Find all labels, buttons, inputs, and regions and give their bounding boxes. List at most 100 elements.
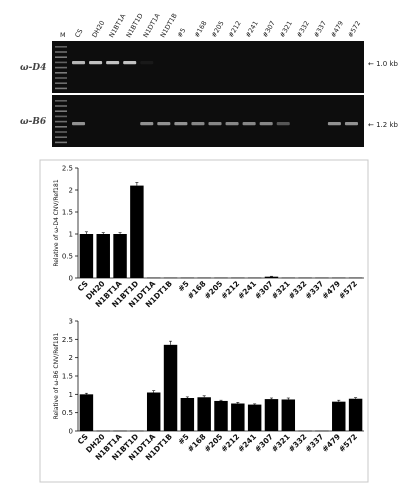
- marker-band: [55, 126, 67, 128]
- bar: [180, 277, 195, 279]
- bar: [163, 277, 178, 279]
- lane-label: #5: [176, 27, 188, 39]
- bar: [146, 277, 161, 279]
- bar: [332, 401, 346, 431]
- y-tick-label: 1.5: [62, 209, 73, 217]
- bar: [130, 185, 144, 278]
- y-axis-title: Relative of ω-B6 CNV/Ref181: [53, 332, 60, 419]
- gel-gene-label-1: ω-D4: [20, 63, 46, 73]
- marker-band: [55, 131, 67, 133]
- marker-lane-label: M: [60, 31, 66, 39]
- gel-band: [123, 61, 137, 65]
- bar: [96, 234, 110, 278]
- lane-label: #241: [244, 20, 260, 39]
- bar: [180, 398, 195, 431]
- gel-band: [72, 122, 86, 126]
- marker-band: [55, 115, 67, 118]
- bar: [96, 430, 110, 432]
- y-tick-label: 1: [69, 231, 73, 239]
- bar: [113, 234, 127, 278]
- gel-band: [225, 122, 239, 126]
- marker-band: [55, 46, 67, 48]
- chart-omega-b6-cnv: 0 0.5 1 1.5 2 2.5 3 Relative of ω-B6 CNV/Ref181…: [53, 318, 364, 462]
- y-tick-label: 0: [69, 275, 73, 283]
- bar: [348, 277, 363, 279]
- lane-label: #479: [329, 20, 345, 39]
- gel-band: [72, 61, 86, 65]
- lane-label: #572: [346, 20, 362, 39]
- y-axis-title: Relative of ω-D4 CNV/Ref181: [53, 179, 60, 266]
- bar: [247, 404, 262, 431]
- y-tick-label: 3: [69, 318, 73, 326]
- marker-band: [55, 87, 67, 90]
- marker-band: [55, 105, 67, 107]
- y-tick-label: 2: [69, 354, 73, 362]
- marker-band: [55, 100, 67, 102]
- bar: [214, 277, 228, 279]
- bar: [197, 277, 211, 279]
- gel-band: [89, 61, 103, 65]
- gel-band: [208, 122, 222, 126]
- bar: [281, 399, 296, 431]
- bar: [130, 430, 144, 432]
- marker-band: [55, 141, 67, 144]
- bar: [298, 430, 312, 432]
- gel-bands: [55, 46, 358, 144]
- bar: [163, 344, 178, 431]
- bar: [146, 392, 161, 431]
- lane-label: #307: [261, 20, 277, 39]
- bar: [264, 399, 279, 431]
- bar: [298, 277, 312, 279]
- y-tick-label: 1.5: [62, 373, 73, 381]
- gel-size-label-2: ← 1.2 kb: [368, 121, 399, 129]
- category-label: #572: [337, 432, 359, 454]
- marker-band: [55, 136, 67, 138]
- bar: [79, 234, 94, 278]
- lane-label: #321: [278, 20, 294, 39]
- gel-band: [242, 122, 256, 126]
- category-label: #572: [337, 279, 359, 301]
- charts-frame: [39, 159, 369, 483]
- marker-band: [55, 72, 67, 74]
- bar: [281, 277, 296, 279]
- lane-label: DH20: [90, 19, 106, 39]
- lane-label: #168: [193, 20, 209, 39]
- marker-band: [55, 56, 67, 58]
- marker-band: [55, 66, 67, 69]
- gel-band: [174, 122, 188, 126]
- gel-band: [259, 122, 273, 126]
- bar: [197, 397, 211, 431]
- y-tick-label: 0.5: [62, 253, 73, 261]
- gel-panel-1-background: [52, 41, 364, 93]
- gel-band: [140, 61, 154, 65]
- lane-label: #332: [295, 20, 311, 39]
- gel-band: [327, 122, 341, 126]
- bar: [79, 394, 94, 431]
- gel-band: [344, 122, 358, 126]
- gel-band: [157, 122, 171, 126]
- bar: [315, 430, 329, 432]
- marker-band: [55, 77, 67, 79]
- bar: [332, 277, 346, 279]
- bar: [348, 398, 363, 431]
- lane-label: CS: [73, 27, 84, 39]
- lane-label: #212: [227, 20, 243, 39]
- marker-band: [55, 51, 67, 53]
- marker-band: [55, 110, 67, 112]
- marker-band: [55, 120, 67, 123]
- marker-band: [55, 82, 67, 84]
- y-tick-label: 2: [69, 187, 73, 195]
- marker-band: [55, 61, 67, 64]
- y-tick-label: 0.5: [62, 409, 73, 417]
- gel-band: [106, 61, 120, 65]
- bar: [315, 277, 329, 279]
- gel-band: [140, 122, 154, 126]
- bar: [214, 400, 228, 431]
- y-tick-label: 2.5: [62, 165, 73, 173]
- bar: [113, 430, 127, 432]
- lane-label: #205: [210, 20, 226, 39]
- gel-size-label-1: ← 1.0 kb: [368, 60, 399, 68]
